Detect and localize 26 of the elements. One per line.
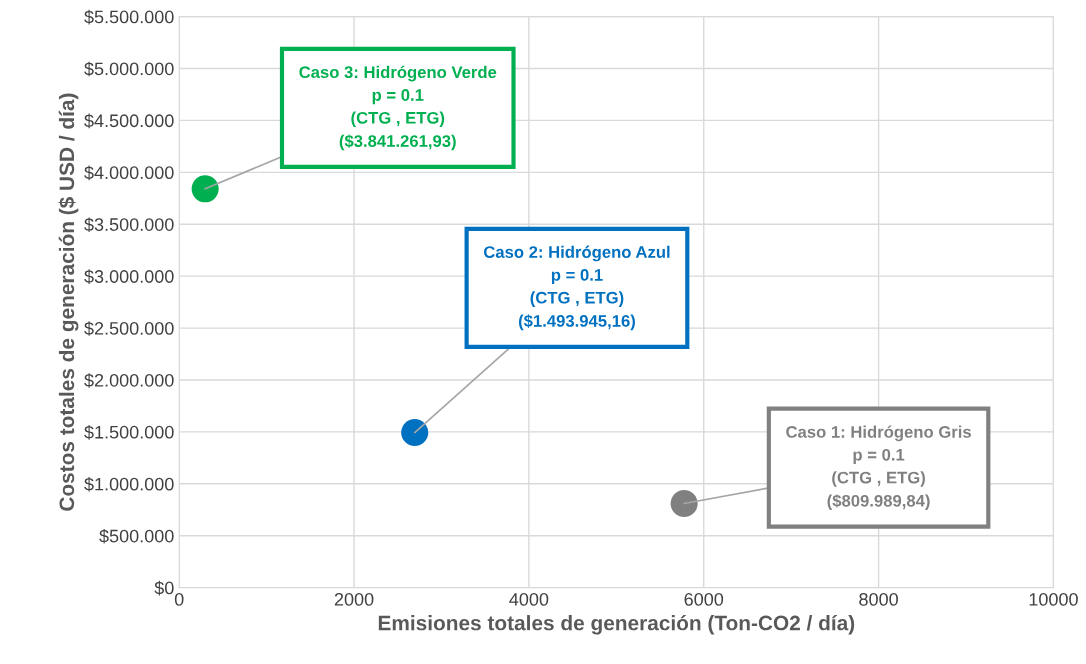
y-tick-label: $2.000.000 <box>84 373 174 388</box>
y-tick-label: $1.000.000 <box>84 476 174 492</box>
point <box>670 490 698 518</box>
y-tick-label: $4.500.000 <box>84 113 174 129</box>
x-tick-label: 0 <box>174 592 184 606</box>
y-tick-label: $0 <box>154 580 174 596</box>
annotation: Caso 3: Hidrógeno Verde p = 0.1 (CTG , ETG) ($3.841.261,93) <box>299 65 497 151</box>
annotation: Caso 2: Hidrógeno Azul p = 0.1 (CTG , ETG) ($1.493.945,16) <box>483 245 670 331</box>
x-tick-label: 6000 <box>684 592 724 606</box>
x-axis-title: Emisiones totales de generación (Ton-CO2 / día) <box>378 614 855 635</box>
y-tick-label: $5.500.000 <box>84 9 174 25</box>
y-tick-label: $5.000.000 <box>84 61 174 77</box>
y-tick-label: $2.500.000 <box>84 321 174 336</box>
y-tick-label: $3.000.000 <box>84 269 174 284</box>
y-axis-title: Costos totales de generación ($ USD / día) <box>58 93 79 511</box>
point <box>191 175 219 203</box>
x-tick-label: 10000 <box>1029 592 1078 606</box>
point <box>401 418 429 447</box>
y-tick-label: $1.500.000 <box>84 425 174 440</box>
x-tick-label: 4000 <box>509 592 549 606</box>
annotation: Caso 1: Hidrógeno Gris p = 0.1 (CTG , ETG) ($809.989,84) <box>786 425 971 511</box>
y-tick-label: $4.000.000 <box>84 165 174 181</box>
y-tick-label: $3.500.000 <box>84 217 174 233</box>
y-tick-label: $500.000 <box>99 528 174 544</box>
x-tick-label: 8000 <box>859 592 898 606</box>
x-tick-label: 2000 <box>334 592 374 606</box>
